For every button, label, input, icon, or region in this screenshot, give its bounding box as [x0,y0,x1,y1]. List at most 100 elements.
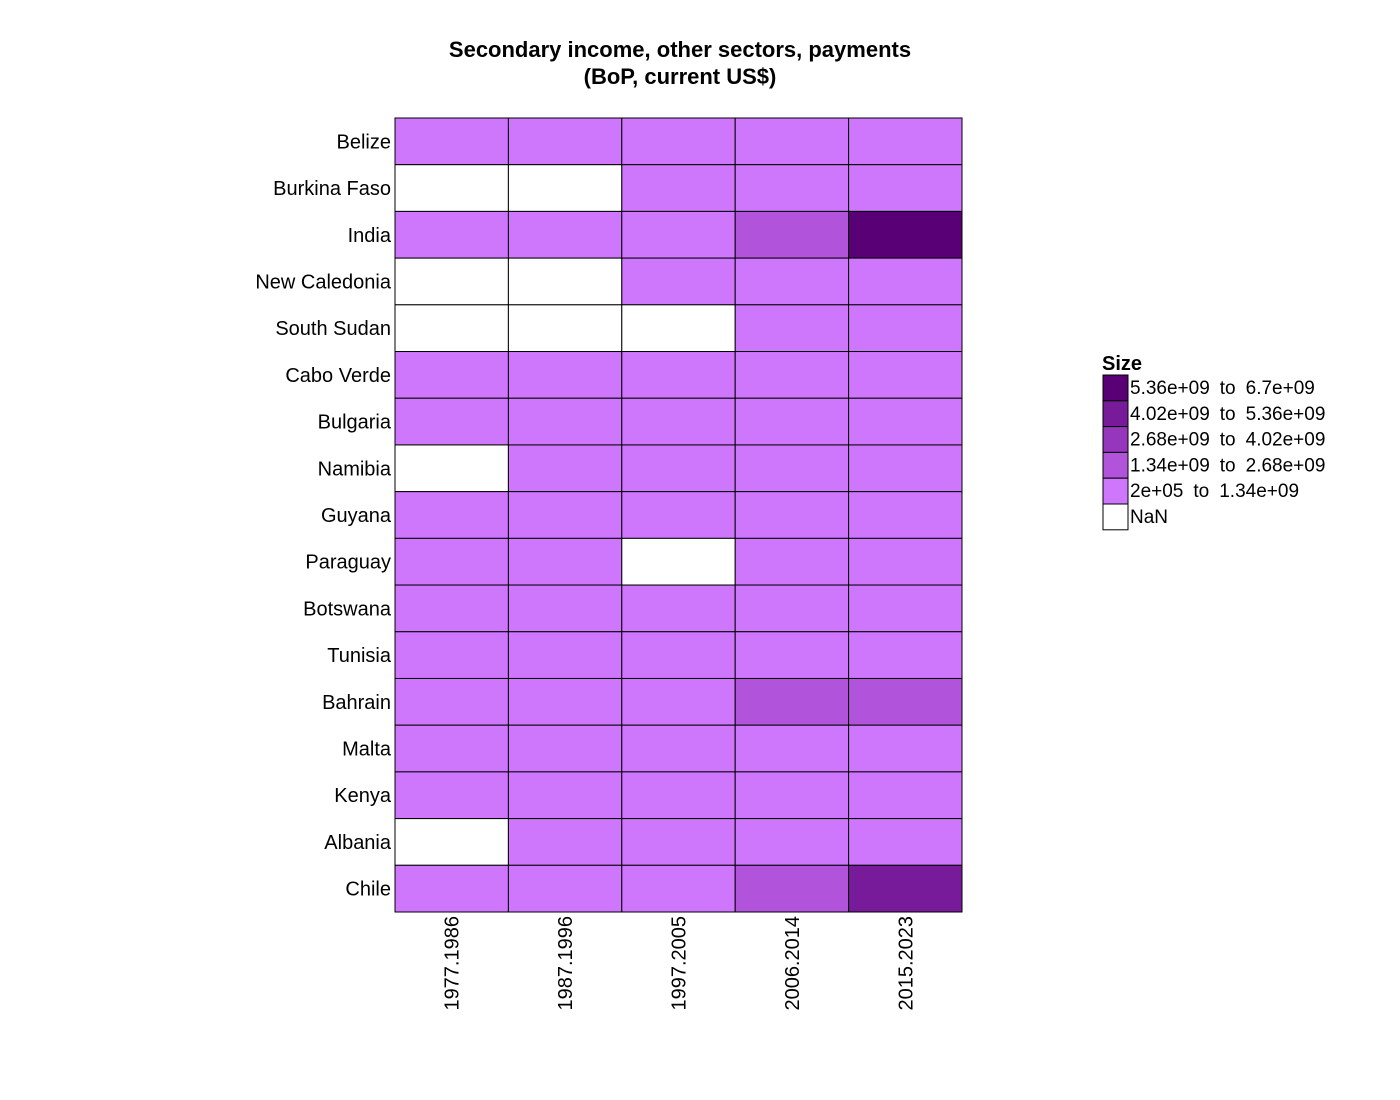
row-label: Bahrain [322,692,391,714]
legend-label: 1.34e+09 to 2.68e+09 [1130,455,1325,476]
legend-title: Size [1102,353,1142,375]
heatmap-cell [394,491,509,539]
column-label: 2015.2023 [895,916,917,1011]
row-label: Burkina Faso [273,178,391,200]
column-labels: 1977.1986 1987.1996 1997.2005 2006.2014 2015… [442,916,918,1011]
heatmap-cell [621,444,736,493]
heatmap-cell [394,164,509,212]
heatmap-cell [394,677,509,726]
heatmap-cell [621,537,736,586]
legend-label-from: 1.34e+09 [1130,455,1210,476]
heatmap-cell [507,397,623,446]
chart-title-line-1: Secondary income, other sectors, payment… [449,37,911,62]
heatmap-cell [507,771,623,820]
heatmap-cell [621,397,736,446]
legend-label-nan: NaN [1130,507,1168,528]
heatmap-cell [734,397,850,446]
heatmap-cell [848,164,963,212]
heatmap-cell [507,818,623,866]
heatmap-cell [394,304,509,353]
legend: Size 5.36e+09 to 6.7e+09 4.02e+09 to 5.36e+09 2… [1102,353,1325,531]
heatmap-cell [848,584,963,633]
legend-label-from: 2e+05 [1130,481,1183,502]
heatmap-cell [394,771,509,820]
heatmap-cell [848,537,963,586]
heatmap-cell [734,304,850,353]
heatmap-cell [394,351,509,399]
heatmap-cell [507,864,623,913]
heatmap-cell [734,164,850,212]
heatmap-cell [507,257,623,306]
legend-swatch [1102,451,1129,479]
heatmap-cell [621,771,736,820]
column-label: 1997.2005 [669,916,691,1011]
heatmap-cell [507,164,623,212]
legend-swatch [1102,426,1129,453]
heatmap-cell [848,818,963,866]
legend-swatch-nan [1102,503,1129,531]
column-label: 1987.1996 [555,916,577,1011]
row-label: Bulgaria [318,412,392,434]
row-label: South Sudan [275,318,391,340]
heatmap-cell [848,677,963,726]
heatmap-cell [734,584,850,633]
heatmap-cell [507,304,623,353]
row-label: Kenya [334,785,392,807]
column-label: 2006.2014 [782,916,804,1011]
heatmap-cell [734,444,850,493]
heatmap-cell [394,444,509,493]
heatmap-cell [394,584,509,633]
heatmap-cell [848,257,963,306]
heatmap-cell [848,631,963,679]
chart-title-line-2: (BoP, current US$) [584,64,777,89]
heatmap-cell [621,491,736,539]
heatmap-cell [734,491,850,539]
heatmap-cell [621,584,736,633]
heatmap-cell [848,724,963,773]
row-label: Cabo Verde [285,365,391,387]
heatmap-cell [621,677,736,726]
heatmap-cell [848,304,963,353]
heatmap-cell [848,444,963,493]
row-label: Tunisia [327,645,392,667]
legend-label: 2e+05 to 1.34e+09 [1130,481,1299,502]
heatmap-cell [394,724,509,773]
row-labels: Belize Burkina Faso India New Caledonia Sout… [255,131,392,900]
column-label: 1977.1986 [442,916,464,1011]
heatmap-cell [394,210,509,259]
legend-label-to: 4.02e+09 [1246,430,1326,451]
legend-label: 2.68e+09 to 4.02e+09 [1130,430,1325,451]
heatmap-cell [734,677,850,726]
heatmap-cell [507,351,623,399]
legend-label-to: 1.34e+09 [1219,481,1299,502]
heatmap-cell [734,351,850,399]
legend-label-to-word: to [1220,430,1236,451]
heatmap-cell [848,491,963,539]
row-label: Malta [342,739,392,761]
heatmap-cell [621,257,736,306]
heatmap-cell [394,397,509,446]
heatmap-cell [734,864,850,913]
heatmap-cell [621,724,736,773]
heatmap-cell [394,631,509,679]
legend-label-to-word: to [1193,481,1209,502]
legend-label-to-word: to [1220,455,1236,476]
legend-swatch [1102,400,1129,428]
heatmap-cell [507,210,623,259]
heatmap-cell [394,864,509,913]
heatmap-cell [507,631,623,679]
legend-label-to: 6.7e+09 [1246,378,1315,399]
heatmap-cell [394,117,509,166]
heatmap-cell [734,818,850,866]
row-label: Namibia [318,458,392,480]
heatmap-cell [848,397,963,446]
heatmap-cell [848,117,963,166]
legend-swatch [1102,374,1129,402]
legend-label: 5.36e+09 to 6.7e+09 [1130,378,1315,399]
heatmap-cell [507,117,623,166]
row-label: India [348,225,392,247]
heatmap-cell [394,537,509,586]
heatmap-cell [848,351,963,399]
legend-label-to: 5.36e+09 [1246,404,1326,425]
legend-label: 4.02e+09 to 5.36e+09 [1130,404,1325,425]
